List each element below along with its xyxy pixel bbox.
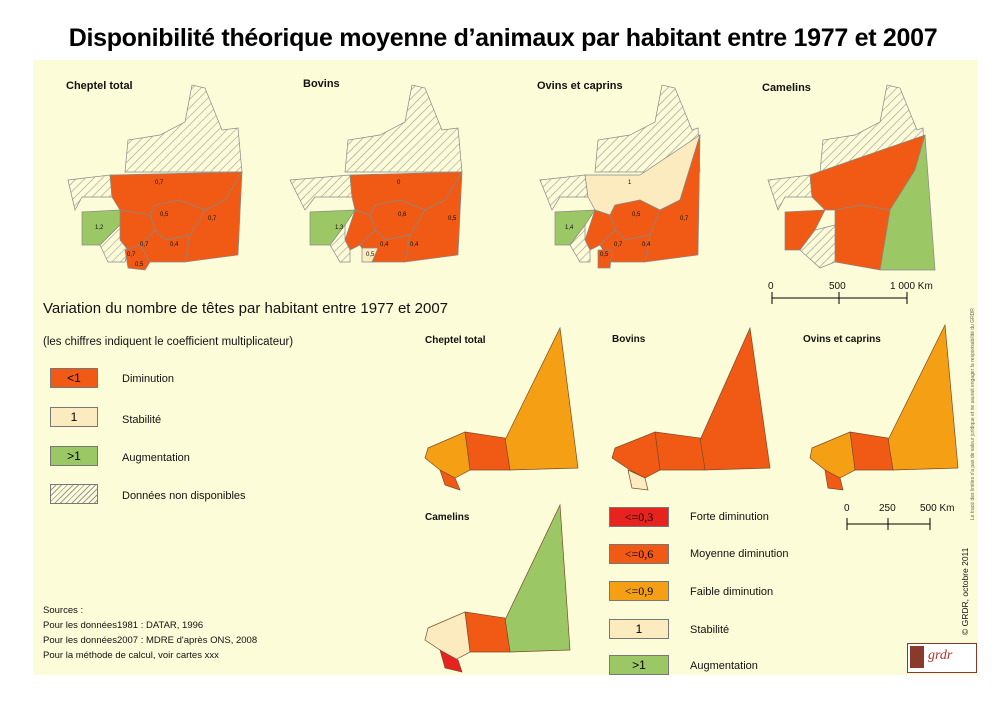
bottom-map-ovins [809,323,959,491]
scale-tick-label: 500 [829,281,846,292]
value-label: 0,4 [380,242,389,248]
bottom-map-label-camelins: Camelins [425,512,470,523]
value-label: 0,5 [135,262,144,268]
legend-label-stable: Stabilité [122,414,162,426]
top-map-label-ovins: Ovins et caprins [537,80,623,92]
legend-swatch-weak-decrease: <=0,9 [609,581,669,601]
sources-heading: Sources : [43,605,84,616]
value-label: 0,5 [600,252,609,258]
section-note: (les chiffres indiquent le coefficient m… [43,336,294,348]
top-map-label-cheptel: Cheptel total [66,80,133,92]
value-label: 0,4 [170,242,179,248]
scale-tick-label: 1 000 Km [890,281,933,292]
value-label: 0,4 [410,242,419,248]
sources-line: Pour les données2007 : MDRE d'après ONS,… [43,635,258,646]
value-label: 1 [628,180,632,186]
value-label: 0,6 [398,212,407,218]
bottom-map-label-bovins: Bovins [612,334,646,345]
credit-text: © GRDR, octobre 2011 [960,547,970,635]
legend-swatch-increase: >1 [50,446,98,466]
region-north-hatched [124,84,243,173]
bottom-map-label-cheptel: Cheptel total [425,335,486,346]
section-subtitle: Variation du nombre de têtes par habitan… [43,300,449,317]
grdr-logo: grdr [907,643,977,673]
bottom-map-cheptel [424,326,579,491]
scale-tick-label: 250 [879,503,896,514]
legend-label-decrease: Diminution [122,373,174,385]
top-map-ovins [539,84,701,269]
logo-text: grdr [928,648,953,663]
value-label: 0,5 [448,216,457,222]
legend-swatch-increase-2: >1 [609,655,669,675]
bottom-map-bovins [611,326,771,491]
value-label: 0 [397,180,401,186]
legend-label-increase: Augmentation [122,452,190,464]
logo-mark [910,646,924,668]
sources-line: Pour les données1981 : DATAR, 1996 [43,620,204,631]
region-tip [124,244,151,271]
scale-tick-label: 0 [768,281,774,292]
value-label: 0,5 [632,212,641,218]
legend-swatch-stable-2: 1 [609,619,669,639]
value-label: 0,7 [680,216,689,222]
region-west-hatched [67,174,113,211]
value-label: 0,7 [140,242,149,248]
top-map-camelins [767,84,936,271]
legend-swatch-nodata [50,484,98,504]
value-label: 0,4 [642,242,651,248]
sources-line: Pour la méthode de calcul, voir cartes x… [43,650,219,661]
top-map-label-bovins: Bovins [303,78,340,90]
legend-label-medium-decrease: Moyenne diminution [690,548,789,560]
legend-label-strong-decrease: Forte diminution [690,511,769,523]
scale-tick-label: 0 [844,503,850,514]
legend-label-stable-2: Stabilité [690,624,730,636]
scale-bar-top [771,292,908,304]
value-label: 1,2 [95,225,104,231]
top-map-cheptel [67,84,243,271]
legend-swatch-strong-decrease: <=0,3 [609,507,669,527]
value-label: 0,7 [208,216,217,222]
legend-label-increase-2: Augmentation [690,660,758,672]
scale-tick-label: 500 Km [920,503,955,514]
top-map-bovins [289,84,463,263]
bottom-map-camelins [424,503,571,673]
value-label: 0,7 [614,242,623,248]
sources-block: Sources : Pour les données1981 : DATAR, … [43,603,257,663]
page-title: Disponibilité théorique moyenne d’animau… [68,24,938,52]
value-label: 1,4 [565,225,574,231]
value-label: 0,7 [127,252,136,258]
top-map-label-camelins: Camelins [762,82,811,94]
value-label: 0,5 [160,212,169,218]
value-label: 1,3 [335,225,344,231]
legend-label-weak-decrease: Faible diminution [690,586,774,598]
value-label: 0,5 [366,252,375,258]
legend-swatch-decrease: <1 [50,368,98,388]
value-label: 0,7 [155,180,164,186]
legend-swatch-medium-decrease: <=0,6 [609,544,669,564]
scale-bar-bottom [846,518,931,530]
disclaimer-text: Le tracé des limites n'a pas de valeur j… [970,308,976,520]
legend-label-nodata: Données non disponibles [122,490,246,502]
bottom-map-label-ovins: Ovins et caprins [803,334,881,345]
legend-swatch-stable: 1 [50,407,98,427]
